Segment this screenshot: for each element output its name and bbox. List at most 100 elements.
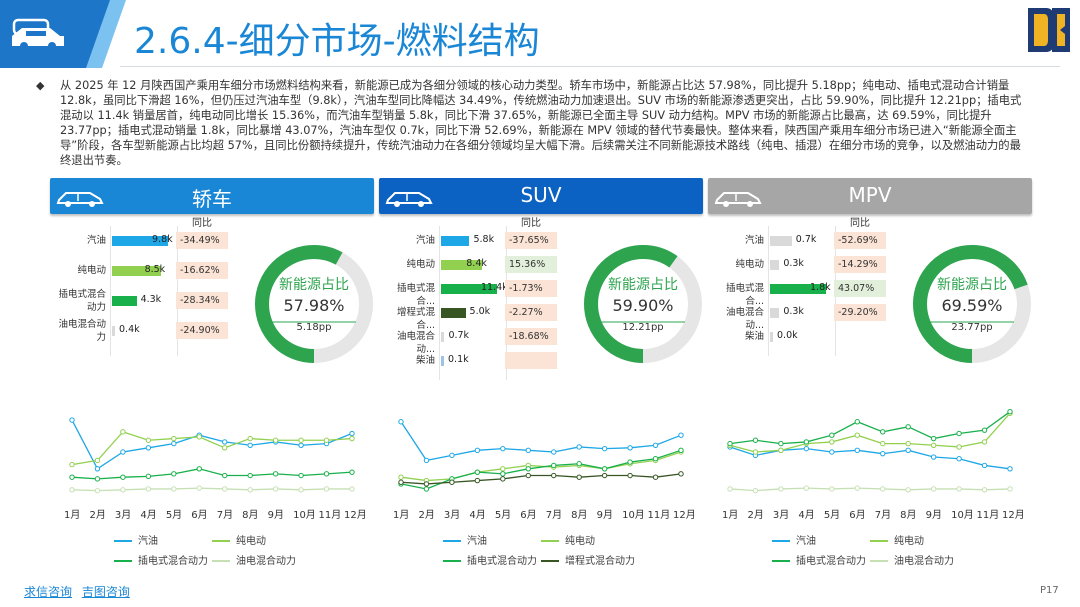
legend-label: 插电式混合动力 <box>796 556 866 567</box>
donut-value: 59.90% <box>612 296 674 315</box>
trend-point <box>525 447 531 454</box>
trend-point <box>525 466 531 472</box>
month-tick-label: 7月 <box>216 510 234 521</box>
month-tick-label: 4月 <box>798 510 815 521</box>
row-yoy: -37.65% <box>505 232 557 249</box>
trend-point <box>880 486 886 492</box>
footer-link-qiuxin[interactable]: 求信咨询 <box>24 585 73 599</box>
taxi-car-icon <box>56 192 104 207</box>
row-bar <box>770 308 780 318</box>
trend-point <box>930 454 937 460</box>
donut-title: 新能源占比 <box>279 277 349 293</box>
fuel-panel-2: MPV 同比 汽油 0.7k -52.69% 纯电动 0.3k -14.29% 插电式混合...… <box>708 178 1032 578</box>
month-tick-label: 6月 <box>191 510 208 521</box>
legend-swatch <box>772 560 790 562</box>
yoy-header: 同比 <box>521 218 541 229</box>
month-tick-label: 8月 <box>242 510 259 521</box>
trend-point <box>778 440 784 447</box>
row-yoy: -29.20% <box>834 304 886 321</box>
month-tick-label: 12月 <box>344 510 367 521</box>
trend-point <box>423 486 430 492</box>
row-value: 0.4k <box>119 324 140 335</box>
row-value: 1.8k <box>810 282 831 293</box>
trend-point <box>551 449 557 455</box>
row-bar <box>441 356 444 366</box>
row-value: 0.3k <box>783 306 804 317</box>
donut-nev-arc <box>255 245 373 363</box>
monthly-trend-chart <box>398 419 684 492</box>
trend-point <box>829 486 835 492</box>
legend-item: 插电式混合动力 <box>772 552 866 567</box>
month-tick-label: 9月 <box>596 510 613 521</box>
trend-point <box>854 419 860 425</box>
trend-point <box>981 427 988 433</box>
row-bar <box>441 260 483 270</box>
trend-point <box>803 485 810 491</box>
footer-link-jitu[interactable]: 吉图咨询 <box>81 585 130 599</box>
row-label: 汽油 <box>86 235 106 246</box>
row-yoy: 43.07% <box>834 280 886 297</box>
trend-point <box>627 445 633 451</box>
trend-line-1 <box>400 451 682 482</box>
trend-point <box>1007 486 1013 492</box>
month-tick-label: 2月 <box>89 510 106 521</box>
monthly-trend-chart <box>727 408 1013 494</box>
trend-point <box>880 440 886 447</box>
trend-point <box>94 457 101 464</box>
row-label: 增程式混合... <box>396 307 435 331</box>
donut-yoy: 23.77pp <box>951 322 993 333</box>
trend-point <box>727 440 733 447</box>
footer-links: 求信咨询 吉图咨询 <box>24 583 136 600</box>
row-label: 汽油 <box>744 235 764 246</box>
trend-line-0 <box>729 446 1011 470</box>
legend-swatch <box>114 560 132 562</box>
month-tick-label: 6月 <box>849 510 866 521</box>
row-label: 柴油 <box>744 331 764 342</box>
trend-point <box>678 432 684 438</box>
month-tick-label: 10月 <box>293 510 316 521</box>
legend-item: 纯电动 <box>212 532 266 547</box>
donut-yoy: 12.21pp <box>622 322 664 333</box>
trend-point <box>829 439 835 445</box>
trend-point <box>854 447 860 454</box>
month-tick-label: 1月 <box>64 510 81 521</box>
legend-swatch <box>772 540 790 542</box>
row-value: 5.8k <box>473 234 495 245</box>
legend-label: 纯电动 <box>565 536 595 547</box>
trend-point <box>601 445 608 452</box>
month-tick-label: 6月 <box>520 510 537 521</box>
trend-point <box>474 447 481 454</box>
trend-point <box>652 442 659 448</box>
row-bar <box>441 236 470 246</box>
legend-label: 汽油 <box>138 536 158 547</box>
row-value: 11.4k <box>481 282 508 293</box>
legend-swatch <box>212 560 230 562</box>
panel-title: MPV <box>848 183 892 207</box>
legend-swatch <box>443 540 461 542</box>
trend-point <box>247 472 253 479</box>
trend-point <box>930 486 937 492</box>
trend-point <box>601 472 608 479</box>
trend-point <box>652 474 659 480</box>
trend-point <box>349 486 355 492</box>
trend-point <box>145 486 152 492</box>
trend-point <box>171 486 177 492</box>
trend-point <box>778 486 784 492</box>
panel-title-bar: SUV <box>379 178 703 214</box>
trend-point <box>803 445 810 452</box>
nev-share-donut <box>584 245 702 363</box>
nev-share-donut <box>255 245 373 363</box>
legend-swatch <box>870 560 888 562</box>
legend-label: 油电混合动力 <box>894 556 954 567</box>
row-label: 柴油 <box>415 355 435 366</box>
summary-text: 从 2025 年 12 月陕西国产乘用车细分市场燃料结构来看，新能源已成为各细分… <box>60 79 1022 167</box>
month-tick-label: 10月 <box>622 510 645 521</box>
month-tick-label: 5月 <box>494 510 512 521</box>
trend-point <box>551 472 557 479</box>
slide-header: 2.6.4-细分市场-燃料结构 <box>0 0 1080 78</box>
month-tick-label: 5月 <box>165 510 183 521</box>
trend-point <box>880 450 886 457</box>
legend-item: 增程式混合动力 <box>541 552 635 567</box>
row-bar <box>770 236 792 246</box>
trend-point <box>803 439 810 445</box>
